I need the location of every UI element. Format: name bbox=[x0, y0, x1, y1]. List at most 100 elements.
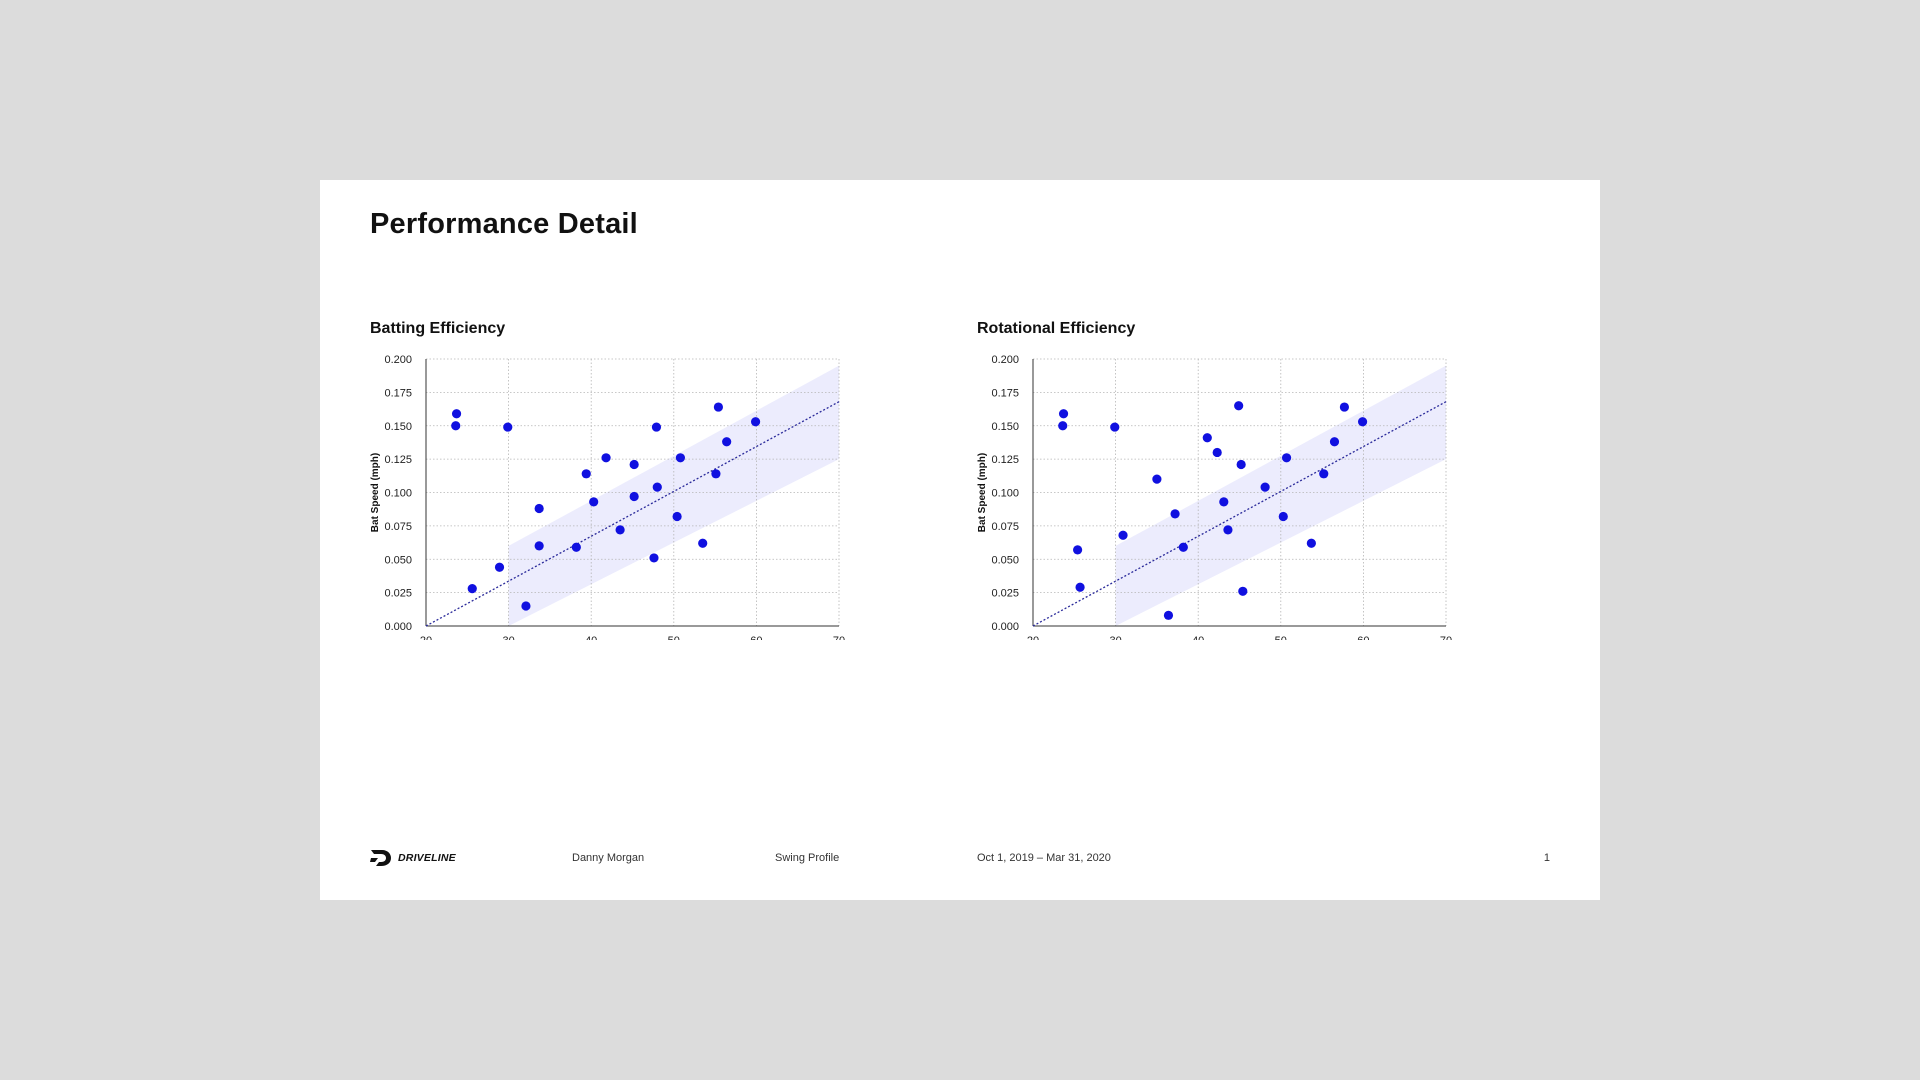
data-point bbox=[534, 541, 544, 551]
data-point bbox=[1238, 586, 1248, 596]
x-tick-label: 40 bbox=[585, 635, 597, 640]
x-tick-label: 30 bbox=[502, 635, 514, 640]
data-point bbox=[1319, 469, 1329, 479]
data-point bbox=[534, 503, 544, 514]
data-point bbox=[1281, 453, 1292, 463]
data-point bbox=[629, 459, 639, 470]
chart-title: Batting Efficiency bbox=[370, 320, 506, 337]
data-point bbox=[711, 469, 721, 479]
y-tick-label: 0.000 bbox=[991, 621, 1019, 633]
data-point bbox=[651, 422, 662, 432]
data-point bbox=[1339, 402, 1350, 412]
y-tick-label: 0.125 bbox=[384, 454, 412, 466]
data-points bbox=[451, 402, 761, 611]
data-points bbox=[1058, 401, 1368, 620]
data-point bbox=[503, 422, 513, 432]
data-point bbox=[675, 453, 686, 463]
data-point bbox=[1329, 437, 1340, 447]
data-point bbox=[652, 482, 662, 492]
report-page: Performance Detail Batting Efficiency 20… bbox=[320, 180, 1600, 900]
data-point bbox=[1073, 545, 1083, 555]
data-point bbox=[467, 584, 477, 594]
y-tick-label: 0.125 bbox=[991, 454, 1019, 466]
data-point bbox=[722, 437, 732, 447]
driveline-logo-icon bbox=[370, 850, 391, 866]
data-point bbox=[1058, 421, 1068, 431]
x-tick-label: 20 bbox=[1027, 635, 1039, 640]
data-point bbox=[1202, 433, 1212, 443]
y-tick-label: 0.175 bbox=[384, 387, 412, 399]
x-tick-label: 60 bbox=[1357, 635, 1369, 640]
y-tick-label: 0.150 bbox=[991, 421, 1019, 433]
y-tick-label: 0.100 bbox=[991, 488, 1019, 500]
data-point bbox=[615, 525, 625, 535]
data-point bbox=[629, 491, 639, 502]
data-point bbox=[672, 511, 682, 522]
data-point bbox=[589, 497, 599, 507]
data-point bbox=[1212, 447, 1222, 458]
date-range: Oct 1, 2019 – Mar 31, 2020 bbox=[977, 852, 1111, 864]
report-type: Swing Profile bbox=[775, 852, 840, 864]
gridlines bbox=[1032, 358, 1447, 627]
data-point bbox=[571, 542, 581, 552]
y-tick-label: 0.200 bbox=[384, 354, 412, 366]
data-point bbox=[1170, 509, 1180, 519]
data-point bbox=[1058, 409, 1069, 419]
data-point bbox=[1234, 401, 1244, 411]
data-point bbox=[1118, 530, 1128, 540]
player-name: Danny Morgan bbox=[572, 852, 645, 864]
y-axis-label: Bat Speed (mph) bbox=[370, 453, 381, 532]
y-tick-label: 0.075 bbox=[384, 521, 412, 533]
data-point bbox=[1357, 417, 1368, 427]
x-tick-label: 50 bbox=[1275, 635, 1287, 640]
y-tick-label: 0.150 bbox=[384, 421, 412, 433]
x-tick-label: 70 bbox=[1440, 635, 1452, 640]
rotational-efficiency-panel: Rotational Efficiency 20 30 40 50 60 70 0.000 0… bbox=[977, 320, 1537, 640]
y-tick-label: 0.025 bbox=[384, 588, 412, 600]
footer: DRIVELINE Danny Morgan Swing Profile Oct… bbox=[370, 848, 1550, 870]
logo-text: DRIVELINE bbox=[398, 852, 456, 864]
driveline-logo: DRIVELINE bbox=[370, 848, 456, 868]
data-point bbox=[1152, 474, 1162, 484]
data-point bbox=[1278, 511, 1288, 522]
data-point bbox=[1178, 542, 1188, 552]
data-point bbox=[601, 453, 611, 463]
x-tick-label: 30 bbox=[1109, 635, 1121, 640]
data-point bbox=[451, 421, 461, 431]
batting-efficiency-chart: 20 30 40 50 60 70 0.000 0.025 0.050 0.075 0.100 0.1… bbox=[370, 354, 845, 640]
data-point bbox=[1075, 582, 1085, 592]
y-axis-label: Bat Speed (mph) bbox=[977, 453, 988, 532]
data-point bbox=[649, 553, 659, 563]
rotational-efficiency-chart: 20 30 40 50 60 70 0.000 0.025 0.050 0.075 0.100 0.1… bbox=[977, 354, 1452, 640]
x-tick-label: 20 bbox=[420, 635, 432, 640]
data-point bbox=[1223, 525, 1233, 535]
data-point bbox=[1306, 538, 1316, 548]
data-point bbox=[1219, 497, 1229, 507]
data-point bbox=[1110, 422, 1120, 432]
data-point bbox=[1236, 459, 1246, 470]
data-point bbox=[1163, 610, 1174, 620]
x-tick-label: 70 bbox=[833, 635, 845, 640]
data-point bbox=[750, 417, 761, 427]
y-tick-label: 0.100 bbox=[384, 488, 412, 500]
data-point bbox=[698, 538, 708, 548]
data-point bbox=[1260, 482, 1270, 492]
y-tick-label: 0.050 bbox=[991, 554, 1019, 566]
x-tick-label: 50 bbox=[668, 635, 680, 640]
data-point bbox=[451, 409, 462, 419]
x-tick-label: 60 bbox=[750, 635, 762, 640]
y-tick-label: 0.050 bbox=[384, 554, 412, 566]
x-tick-label: 40 bbox=[1192, 635, 1204, 640]
chart-title: Rotational Efficiency bbox=[977, 320, 1136, 337]
page-number: 1 bbox=[1543, 852, 1550, 864]
y-tick-label: 0.000 bbox=[384, 621, 412, 633]
batting-efficiency-panel: Batting Efficiency 20 30 40 50 60 70 0.000 0.02… bbox=[370, 320, 930, 640]
y-tick-label: 0.175 bbox=[991, 387, 1019, 399]
data-point bbox=[521, 601, 531, 611]
y-tick-label: 0.075 bbox=[991, 521, 1019, 533]
data-point bbox=[581, 469, 591, 479]
y-tick-label: 0.025 bbox=[991, 588, 1019, 600]
page-title: Performance Detail bbox=[370, 208, 638, 240]
data-point bbox=[713, 402, 724, 412]
y-tick-label: 0.200 bbox=[991, 354, 1019, 366]
